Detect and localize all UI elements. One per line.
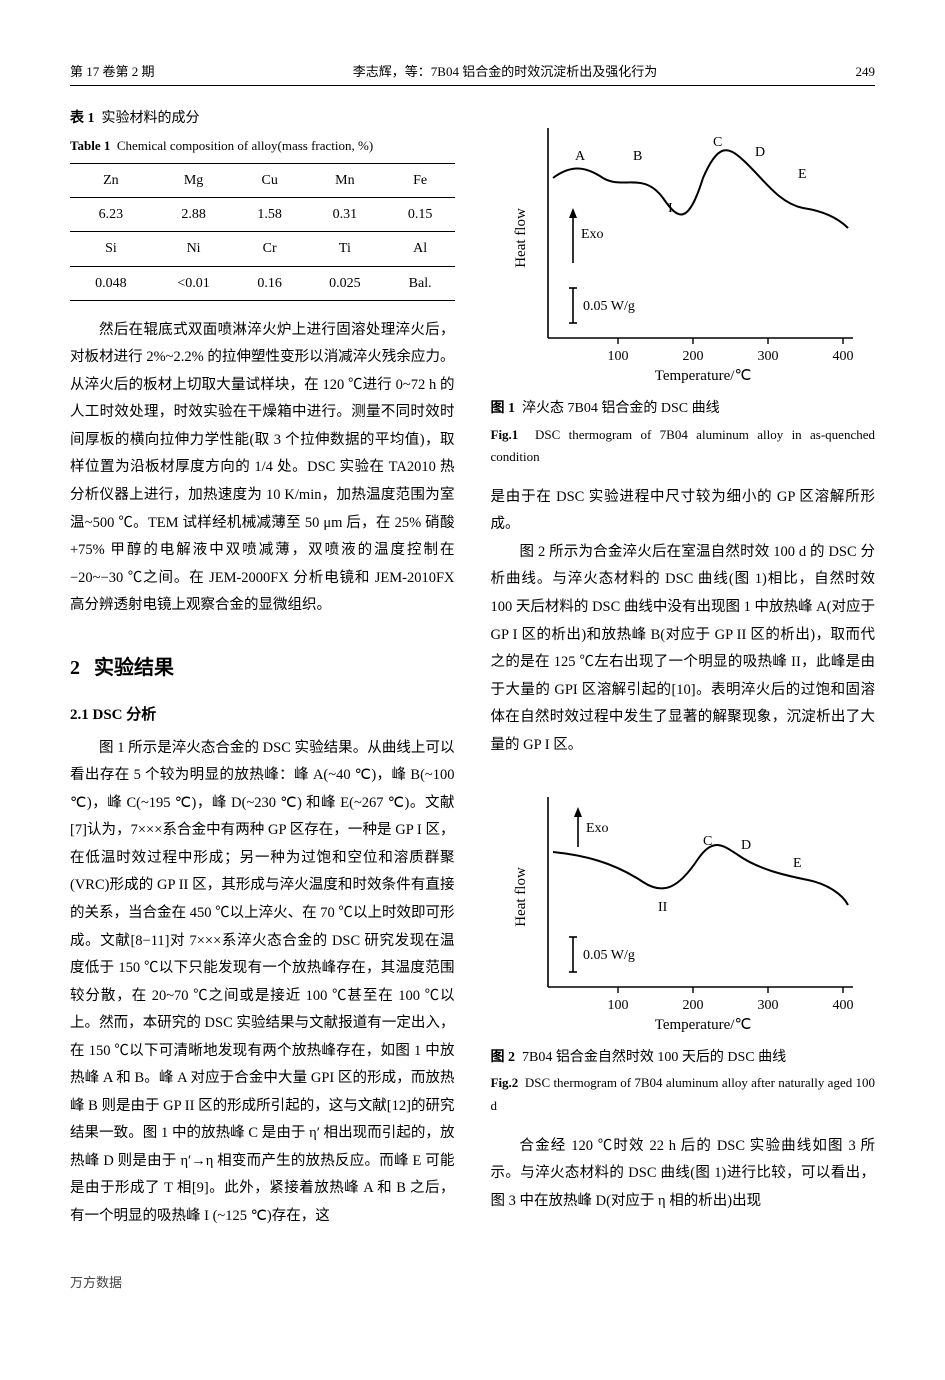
fig2-label-en: Fig.2 [491, 1075, 519, 1090]
xtick-label: 400 [832, 998, 853, 1013]
table1-label-cn: 表 1 [70, 111, 95, 126]
table-header-cell: Mn [304, 163, 386, 197]
left-paragraph-2: 图 1 所示是淬火态合金的 DSC 实验结果。从曲线上可以看出存在 5 个较为明… [70, 735, 455, 1231]
footer-source: 万方数据 [70, 1271, 875, 1294]
header-right: 249 [856, 60, 876, 83]
table1-caption-en: Chemical composition of alloy(mass fract… [117, 138, 373, 153]
table-header-cell: Mg [152, 163, 236, 197]
page-header: 第 17 卷第 2 期 李志辉，等：7B04 铝合金的时效沉淀析出及强化行为 2… [70, 60, 875, 86]
subsection-2-1-heading: 2.1 DSC 分析 [70, 702, 455, 729]
two-column-layout: 表 1 实验材料的成分 Table 1 Chemical composition… [70, 102, 875, 1230]
peak-label: C [703, 834, 712, 849]
exo-label: Exo [586, 821, 609, 836]
table1-title-en: Table 1 Chemical composition of alloy(ma… [70, 134, 455, 157]
table-cell: 6.23 [70, 198, 152, 232]
right-paragraph-3: 合金经 120 ℃时效 22 h 后的 DSC 实验曲线如图 3 所示。与淬火态… [491, 1133, 876, 1216]
table-header-cell: Ti [304, 232, 386, 266]
composition-table: Zn Mg Cu Mn Fe 6.23 2.88 1.58 0.31 0.15 … [70, 163, 455, 301]
right-paragraph-1: 是由于在 DSC 实验进程中尺寸较为细小的 GP 区溶解所形成。 [491, 484, 876, 539]
peak-label: II [658, 900, 668, 915]
xtick-label: 100 [607, 349, 628, 364]
paragraph-text: 图 1 所示是淬火态合金的 DSC 实验结果。从曲线上可以看出存在 5 个较为明… [70, 735, 455, 1231]
table-cell: Bal. [386, 266, 455, 300]
table-cell: 0.16 [235, 266, 304, 300]
table-header-cell: Zn [70, 163, 152, 197]
dsc-chart-1: 100 200 300 400 Temperature/℃ Heat flow … [503, 108, 863, 388]
section-2-heading: 2 实验结果 [70, 650, 455, 686]
fig2-caption-cn: 图 2 7B04 铝合金自然时效 100 天后的 DSC 曲线 [491, 1045, 876, 1070]
peak-label: C [713, 135, 722, 150]
table-cell: 0.048 [70, 266, 152, 300]
table1-caption-cn: 实验材料的成分 [102, 111, 200, 126]
left-column: 表 1 实验材料的成分 Table 1 Chemical composition… [70, 102, 455, 1230]
paragraph-text: 然后在辊底式双面喷淋淬火炉上进行固溶处理淬火后，对板材进行 2%~2.2% 的拉… [70, 317, 455, 620]
fig2-label-cn: 图 2 [491, 1050, 516, 1065]
left-paragraph-1: 然后在辊底式双面喷淋淬火炉上进行固溶处理淬火后，对板材进行 2%~2.2% 的拉… [70, 317, 455, 620]
fig2-caption-en: Fig.2 DSC thermogram of 7B04 aluminum al… [491, 1072, 876, 1116]
paragraph-text: 合金经 120 ℃时效 22 h 后的 DSC 实验曲线如图 3 所示。与淬火态… [491, 1133, 876, 1216]
xtick-label: 300 [757, 349, 778, 364]
scale-label: 0.05 W/g [583, 948, 635, 963]
table1-title-cn: 表 1 实验材料的成分 [70, 106, 455, 131]
fig1-caption-en: Fig.1 DSC thermogram of 7B04 aluminum al… [491, 424, 876, 468]
exo-label: Exo [581, 227, 604, 242]
scale-label: 0.05 W/g [583, 299, 635, 314]
y-axis-label: Heat flow [513, 208, 529, 268]
table-cell: 0.025 [304, 266, 386, 300]
table-header-cell: Si [70, 232, 152, 266]
table-header-cell: Ni [152, 232, 236, 266]
header-left: 第 17 卷第 2 期 [70, 60, 155, 83]
y-axis-label: Heat flow [513, 867, 529, 927]
section-title: 实验结果 [94, 657, 174, 679]
figure-2: 100 200 300 400 Temperature/℃ Heat flow … [491, 777, 876, 1116]
fig2-caption-cn-text: 7B04 铝合金自然时效 100 天后的 DSC 曲线 [522, 1050, 786, 1065]
dsc-chart-2: 100 200 300 400 Temperature/℃ Heat flow … [503, 777, 863, 1037]
peak-label: I [668, 201, 673, 216]
table-cell: 1.58 [235, 198, 304, 232]
fig1-label-en: Fig.1 [491, 427, 519, 442]
xtick-label: 400 [832, 349, 853, 364]
figure-1: 100 200 300 400 Temperature/℃ Heat flow … [491, 108, 876, 467]
table-header-cell: Al [386, 232, 455, 266]
table-row: Zn Mg Cu Mn Fe [70, 163, 455, 197]
xtick-label: 300 [757, 998, 778, 1013]
table-cell: 0.31 [304, 198, 386, 232]
peak-label: E [793, 856, 802, 871]
table1-label-en: Table 1 [70, 138, 110, 153]
fig1-caption-cn: 图 1 淬火态 7B04 铝合金的 DSC 曲线 [491, 396, 876, 421]
table-cell: <0.01 [152, 266, 236, 300]
table-row: 6.23 2.88 1.58 0.31 0.15 [70, 198, 455, 232]
fig1-caption-en-text: DSC thermogram of 7B04 aluminum alloy in… [491, 427, 876, 464]
table-row: 0.048 <0.01 0.16 0.025 Bal. [70, 266, 455, 300]
fig1-caption-cn-text: 淬火态 7B04 铝合金的 DSC 曲线 [522, 401, 720, 416]
table-row: Si Ni Cr Ti Al [70, 232, 455, 266]
table-header-cell: Fe [386, 163, 455, 197]
table-header-cell: Cr [235, 232, 304, 266]
peak-label: E [798, 167, 807, 182]
right-paragraph-2: 图 2 所示为合金淬火后在室温自然时效 100 d 的 DSC 分析曲线。与淬火… [491, 539, 876, 759]
paragraph-text: 图 2 所示为合金淬火后在室温自然时效 100 d 的 DSC 分析曲线。与淬火… [491, 539, 876, 759]
header-center: 李志辉，等：7B04 铝合金的时效沉淀析出及强化行为 [353, 60, 657, 83]
x-axis-label: Temperature/℃ [654, 368, 751, 384]
xtick-label: 100 [607, 998, 628, 1013]
fig1-label-cn: 图 1 [491, 401, 516, 416]
peak-label: B [633, 149, 642, 164]
fig2-caption-en-text: DSC thermogram of 7B04 aluminum alloy af… [491, 1075, 876, 1112]
paragraph-text: 是由于在 DSC 实验进程中尺寸较为细小的 GP 区溶解所形成。 [491, 484, 876, 539]
xtick-label: 200 [682, 998, 703, 1013]
peak-label: D [741, 838, 751, 853]
x-axis-label: Temperature/℃ [654, 1017, 751, 1033]
xtick-label: 200 [682, 349, 703, 364]
peak-label: A [575, 149, 586, 164]
table-cell: 0.15 [386, 198, 455, 232]
section-number: 2 [70, 657, 80, 679]
right-column: 100 200 300 400 Temperature/℃ Heat flow … [491, 102, 876, 1230]
table-cell: 2.88 [152, 198, 236, 232]
table-header-cell: Cu [235, 163, 304, 197]
peak-label: D [755, 145, 765, 160]
